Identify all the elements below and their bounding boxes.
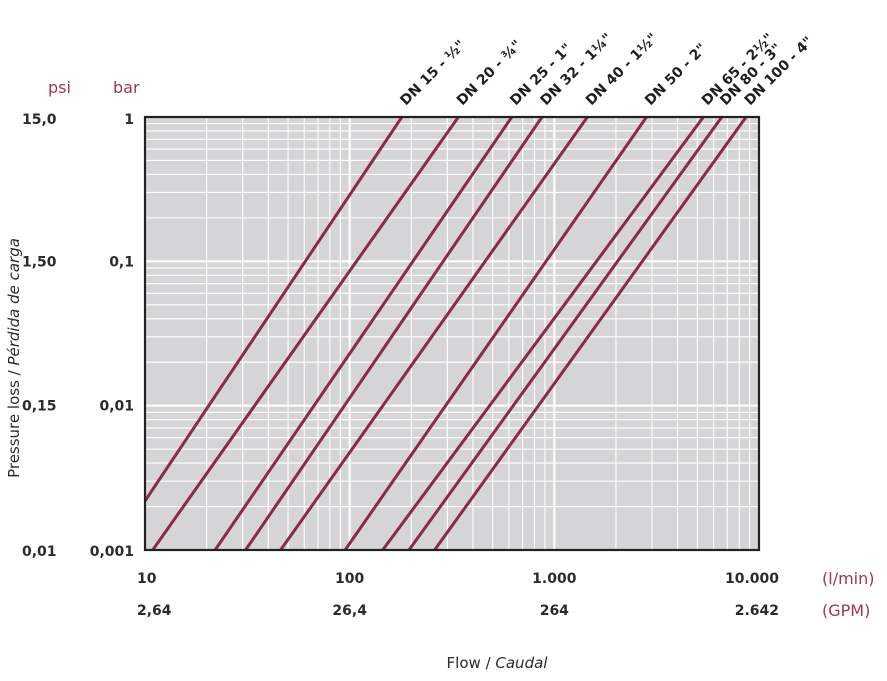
x-unit-gpm: (GPM) <box>822 601 870 620</box>
x-tick-label-gpm: 2,64 <box>137 603 172 619</box>
y-tick-label-bar: 0,1 <box>109 254 134 270</box>
y-tick-label-psi: 1,50 <box>22 254 57 270</box>
plot-background <box>145 117 759 550</box>
x-unit-lmin: (l/min) <box>822 569 875 588</box>
y-tick-label-bar: 0,01 <box>99 399 134 415</box>
series-line-9 <box>433 116 748 551</box>
y-tick-label-bar: 0,001 <box>90 544 134 560</box>
x-tick-labels: 10 2,64 100 26,4 1.000 264 10.000 2.642 <box>137 571 779 619</box>
series-line-8 <box>407 116 724 551</box>
x-tick-label: 1.000 <box>532 571 577 587</box>
series-line-4 <box>244 116 544 551</box>
x-axis-title-main: Flow <box>447 654 481 672</box>
y-tick-label-psi: 0,15 <box>22 399 57 415</box>
x-tick-label-gpm: 2.642 <box>735 603 779 619</box>
x-tick-label-gpm: 264 <box>540 603 569 619</box>
x-tick-label: 10 <box>137 571 157 587</box>
series-line-7 <box>381 116 705 551</box>
series-line-5 <box>279 116 589 551</box>
y-axis-title: Pressure loss / Pérdida de carga <box>5 238 23 478</box>
series-line-6 <box>343 116 648 551</box>
series-layer <box>143 116 748 551</box>
x-tick-label: 100 <box>335 571 364 587</box>
y-axis-title-alt: Pérdida de carga <box>5 238 23 365</box>
y-axis-title-main: Pressure loss <box>5 380 23 478</box>
y-axis-title-separator: / <box>5 366 23 381</box>
y-tick-label-psi: 0,01 <box>22 544 57 560</box>
y-tick-label-bar: 1 <box>124 112 134 128</box>
y-tick-label-psi: 15,0 <box>22 112 57 128</box>
series-line-3 <box>213 116 514 551</box>
x-tick-label-gpm: 26,4 <box>332 603 367 619</box>
x-axis-title-separator: / <box>481 654 496 672</box>
series-labels: DN 15 - ½"DN 20 - ¾"DN 25 - 1"DN 32 - 1¼… <box>397 30 816 108</box>
x-axis-title-alt: Caudal <box>495 654 548 672</box>
series-line-1 <box>143 116 404 502</box>
x-axis-title: Flow / Caudal <box>447 654 549 672</box>
x-tick-label: 10.000 <box>725 571 779 587</box>
series-line-2 <box>151 116 460 551</box>
y-unit-bar: bar <box>113 78 140 97</box>
y-tick-labels: 15,0 1 1,50 0,1 0,15 0,01 0,01 0,001 <box>22 112 134 560</box>
y-unit-psi: psi <box>48 78 71 97</box>
plot-frame <box>143 115 761 552</box>
